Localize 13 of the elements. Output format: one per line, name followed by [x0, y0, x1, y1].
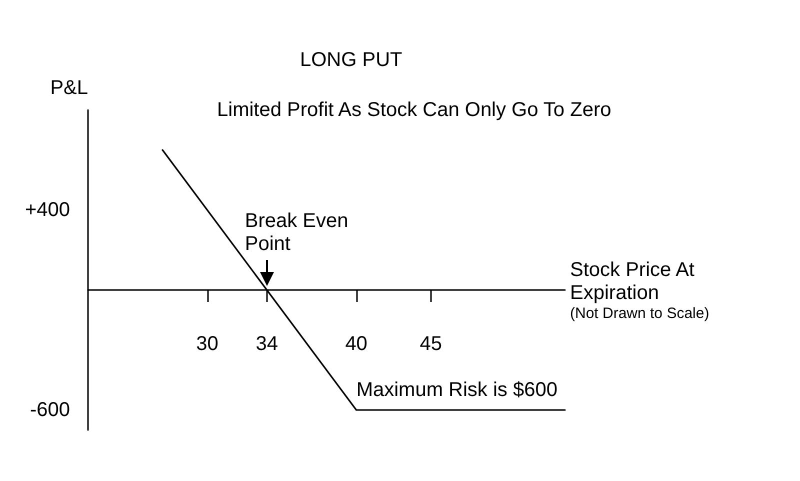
x-tick-label: 40: [345, 332, 368, 355]
annotation: Break Even Point: [244, 210, 350, 256]
x-tick-label: 45: [420, 332, 442, 355]
y-tick-label: +400: [24, 199, 70, 221]
x-tick-label: 30: [196, 332, 218, 355]
y-tick-label: -600: [30, 399, 70, 421]
y-axis-title: P&L: [50, 77, 88, 99]
chart-title: LONG PUT: [300, 49, 402, 71]
chart-subtitle: Limited Profit As Stock Can Only Go To Zero: [217, 99, 612, 121]
x-axis-title: Stock Price At Expiration: [570, 258, 696, 305]
text: (Not Drawn to Scale): [570, 304, 710, 322]
x-tick-label: 34: [256, 332, 278, 355]
annotation: Maximum Risk is $600: [356, 379, 558, 402]
